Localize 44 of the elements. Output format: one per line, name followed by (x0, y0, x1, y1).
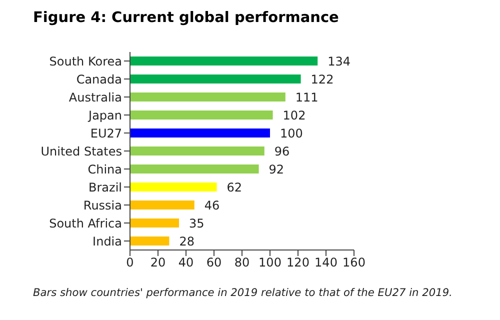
chart-title: Figure 4: Current global performance (33, 10, 339, 26)
x-tick-label: 80 (234, 256, 250, 270)
bar (130, 92, 286, 102)
y-tick-label: India (92, 234, 122, 248)
y-tick-label: Australia (68, 90, 122, 104)
bar (130, 74, 301, 84)
bar (130, 236, 170, 246)
x-tick-label: 40 (178, 256, 194, 270)
x-tick-label: 0 (126, 256, 134, 270)
x-tick-label: 20 (150, 256, 166, 270)
bar (130, 164, 259, 174)
data-label: 35 (189, 216, 204, 230)
bar (130, 110, 273, 120)
data-label: 46 (204, 198, 220, 212)
bar (130, 128, 270, 138)
y-tick-label: China (88, 162, 122, 176)
data-label: 100 (280, 126, 303, 140)
x-tick-label: 160 (342, 256, 366, 270)
x-tick-label: 60 (206, 256, 222, 270)
data-label: 122 (310, 72, 334, 86)
data-label: 62 (226, 180, 242, 194)
y-tick-label: EU27 (90, 126, 122, 140)
y-tick-label: Canada (76, 72, 122, 86)
data-label: 102 (282, 108, 306, 122)
y-tick-label: South Africa (49, 216, 122, 230)
y-tick-label: Japan (88, 108, 122, 122)
bar (130, 56, 318, 66)
bar (130, 146, 264, 156)
data-label: 96 (274, 144, 290, 158)
text: Bars show countries' performance in 2019 relative to that of the EU27 in 2019. (33, 287, 452, 299)
bar (130, 182, 217, 192)
x-tick-label: 140 (314, 256, 338, 270)
x-tick-label: 100 (258, 256, 282, 270)
data-label: 28 (179, 234, 194, 248)
bar (130, 200, 194, 210)
y-tick-label: Russia (83, 198, 122, 212)
y-tick-label: South Korea (49, 54, 122, 68)
bar (130, 218, 179, 228)
data-label: 134 (328, 54, 351, 68)
y-tick-label: Brazil (88, 180, 122, 194)
data-label: 92 (268, 162, 284, 176)
data-label: 111 (295, 90, 318, 104)
y-tick-label: United States (40, 144, 122, 158)
x-tick-label: 120 (286, 256, 310, 270)
